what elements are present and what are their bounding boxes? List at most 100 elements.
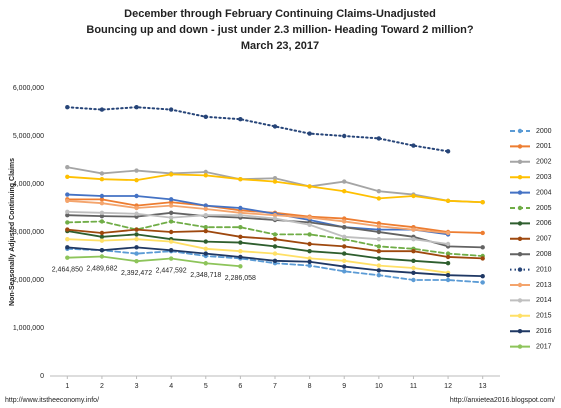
point	[342, 258, 347, 263]
point	[376, 256, 382, 261]
point	[238, 249, 243, 254]
point	[342, 225, 347, 230]
point	[238, 205, 243, 211]
legend-marker	[517, 190, 523, 195]
point	[134, 237, 139, 242]
point	[65, 237, 70, 242]
point	[203, 114, 208, 120]
data-label: 2,489,682	[86, 265, 117, 272]
legend-marker	[517, 329, 523, 334]
data-label: 2,286,058	[225, 275, 256, 282]
point	[99, 230, 105, 236]
point	[480, 256, 485, 261]
y-tick-label: 5,000,000	[13, 133, 44, 140]
point	[99, 201, 105, 206]
x-tick-label: 7	[273, 383, 277, 390]
point	[168, 203, 174, 208]
point	[480, 280, 485, 285]
x-tick-label: 4	[169, 383, 173, 390]
point	[342, 244, 347, 249]
legend-marker	[517, 236, 523, 241]
x-tick-label: 13	[479, 383, 487, 390]
point	[65, 165, 70, 170]
point	[99, 219, 105, 224]
point	[376, 224, 382, 229]
legend-marker	[517, 159, 523, 164]
point	[203, 228, 208, 234]
point	[65, 198, 70, 203]
point	[168, 197, 174, 202]
legend-marker	[517, 344, 523, 349]
point	[238, 177, 243, 182]
point	[376, 189, 382, 194]
point	[134, 232, 139, 237]
point	[168, 239, 174, 244]
point	[65, 213, 70, 218]
legend-marker	[517, 144, 523, 149]
legend-label: 2008	[536, 251, 552, 258]
point	[99, 210, 105, 215]
point	[342, 179, 347, 184]
point	[411, 237, 416, 242]
data-label: 2,464,850	[52, 267, 83, 274]
point	[168, 172, 174, 177]
legend-label: 2001	[536, 143, 552, 150]
point	[203, 246, 208, 251]
point	[272, 258, 278, 263]
point	[99, 193, 105, 199]
point	[203, 206, 208, 212]
point	[307, 222, 312, 227]
point	[445, 241, 451, 247]
legend-marker	[517, 205, 523, 211]
point	[445, 230, 451, 236]
chart-date: March 23, 2017	[241, 40, 319, 52]
legend-label: 2003	[536, 174, 552, 181]
point	[411, 227, 416, 232]
point	[307, 131, 312, 136]
point	[134, 193, 139, 199]
legend-label: 2002	[536, 159, 552, 166]
point	[134, 258, 139, 264]
point	[168, 229, 174, 235]
point	[445, 251, 451, 256]
x-tick-label: 8	[308, 383, 312, 390]
point	[134, 168, 139, 173]
point	[411, 258, 416, 263]
y-tick-label: 0	[40, 373, 44, 380]
point	[342, 219, 347, 224]
point	[65, 227, 70, 232]
point	[65, 174, 70, 179]
x-tick-label: 9	[342, 383, 346, 390]
point	[168, 210, 174, 215]
y-tick-label: 4,000,000	[13, 181, 44, 188]
point	[376, 263, 382, 268]
point	[272, 251, 278, 256]
point	[480, 245, 485, 250]
point	[168, 219, 174, 224]
series-line	[66, 230, 449, 265]
legend-label: 2013	[536, 282, 552, 289]
point	[168, 256, 174, 261]
point	[203, 173, 208, 178]
point	[203, 251, 208, 256]
point	[134, 227, 139, 232]
legend-marker	[517, 252, 523, 257]
point	[480, 200, 485, 205]
legend-label: 2007	[536, 236, 552, 243]
point	[272, 213, 278, 218]
point	[376, 229, 382, 235]
point	[272, 244, 278, 249]
point	[134, 245, 139, 250]
point	[272, 216, 278, 221]
series-line	[66, 210, 449, 245]
legend-label: 2006	[536, 220, 552, 227]
series-line	[66, 255, 242, 268]
legend-marker	[517, 282, 523, 288]
y-tick-label: 1,000,000	[13, 325, 44, 332]
point	[376, 136, 382, 141]
point	[376, 249, 382, 254]
legend-marker	[517, 175, 523, 180]
point	[411, 265, 416, 271]
footer-left: http://www.itstheeconomy.info/	[5, 397, 99, 404]
y-tick-label: 2,000,000	[13, 277, 44, 284]
